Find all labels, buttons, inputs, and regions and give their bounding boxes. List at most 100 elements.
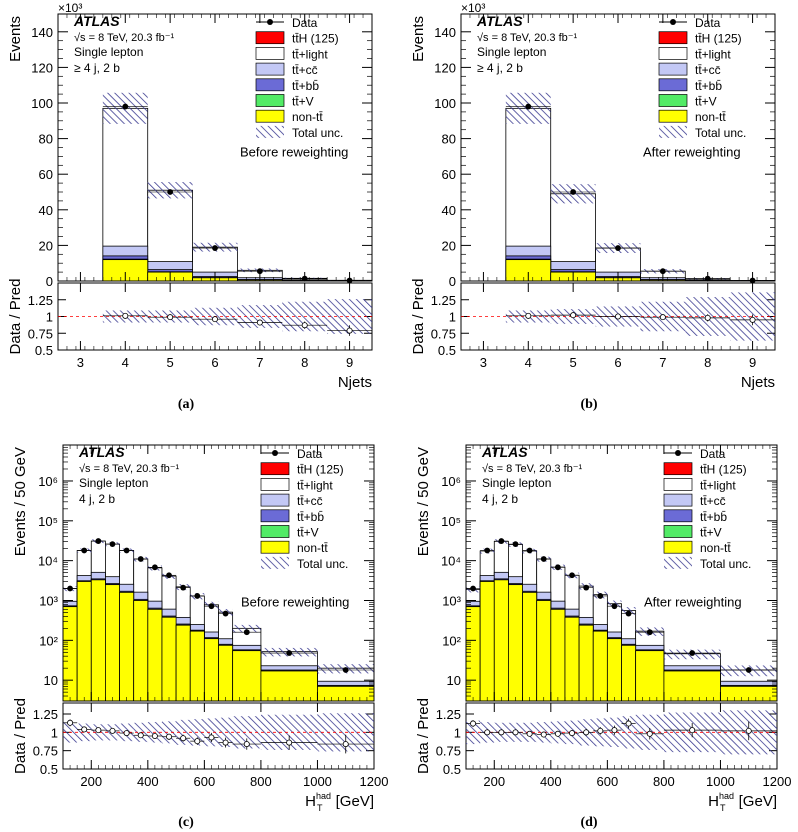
ratio-point (646, 730, 653, 737)
y-tick-label: 10⁴ (441, 554, 461, 569)
data-point (583, 584, 590, 591)
ratio-point (597, 727, 604, 734)
ratio-point (470, 720, 477, 727)
y-multiplier: ×10³ (58, 1, 82, 15)
x-tick-label: 200 (483, 774, 505, 789)
x-axis-title: Hhad T [GeV] (305, 791, 374, 813)
x-axis-title: Njets (741, 374, 775, 391)
data-point (122, 103, 129, 110)
x-tick-label: 1000 (706, 774, 735, 789)
data-point (243, 629, 250, 636)
x-tick-label: 7 (659, 355, 666, 370)
data-point (525, 103, 532, 110)
y-tick-label: 10² (442, 633, 461, 648)
panel-caption: (d) (580, 815, 597, 830)
energy-label: √s = 8 TeV, 20.3 fb⁻¹ (482, 463, 583, 475)
legend-data-marker (272, 450, 278, 456)
channel-label: Single lepton (79, 476, 148, 490)
ratio-point (211, 316, 218, 323)
chart-panel-4: 10 10² 10³ 10⁴ 10⁵ 10⁶ 200 400 600 800 1000 1200 Eve… (415, 444, 791, 830)
legend-swatch-bb (663, 509, 693, 523)
y-tick-label: 10⁵ (441, 514, 461, 529)
xlabel-main: H (305, 793, 316, 810)
data-point (540, 556, 547, 562)
data-point (342, 667, 349, 673)
legend-label-data: Data (695, 16, 721, 30)
stack-nontt-bar (606, 638, 622, 702)
y-tick-label: 40 (39, 203, 53, 218)
y-multiplier: ×10³ (461, 1, 485, 15)
ratio-point (109, 727, 116, 734)
legend-label-nontt: non-tt̄ (292, 110, 323, 124)
stack-nontt-bar (663, 670, 721, 702)
data-point (526, 547, 533, 554)
stack-nontt-bar (232, 650, 262, 702)
legend-swatch-unc (256, 125, 284, 138)
y-tick-label: 20 (442, 238, 456, 253)
data-point (554, 564, 561, 571)
x-tick-label: 8 (704, 355, 711, 370)
ratio-point (286, 739, 293, 746)
stack-nontt-bar (493, 579, 509, 702)
ratio-y-tick-label: 0.75 (33, 744, 58, 759)
y-tick-label: 10⁴ (38, 554, 58, 569)
legend-label-bb: tt̄+bb̄ (292, 79, 319, 93)
x-tick-label: 4 (525, 355, 532, 370)
stack-nontt-bar (218, 644, 234, 702)
energy-label: √s = 8 TeV, 20.3 fb⁻¹ (74, 32, 175, 44)
ratio-point (95, 727, 102, 734)
x-tick-label: 400 (137, 774, 159, 789)
legend-label-cc: tt̄+cc̄ (297, 494, 323, 508)
stack-nontt-bar (161, 616, 177, 702)
data-point (286, 650, 293, 656)
ratio-axis-title: Data / Pred (410, 279, 427, 355)
legend-label-light: tt̄+light (297, 478, 333, 492)
ratio-y-tick-label: 1.25 (28, 293, 53, 308)
stack-nontt-bar (203, 638, 219, 702)
y-tick-label: 40 (442, 203, 456, 218)
x-tick-label: 1000 (303, 774, 332, 789)
legend-label-unc: Total unc. (297, 557, 348, 571)
data-point (109, 541, 116, 548)
y-axis-title: Events (410, 16, 427, 62)
legend-swatch-light (663, 478, 693, 491)
ratio-point (498, 729, 505, 736)
y-axis-title: Events / 50 GeV (12, 447, 29, 556)
y-tick-label: 20 (39, 238, 53, 253)
y-tick-label: 10 (447, 673, 461, 688)
x-tick-label: 400 (540, 774, 562, 789)
ratio-point (749, 316, 756, 323)
data-point (611, 603, 618, 610)
y-tick-label: 140 (434, 25, 456, 40)
region-label: ≥ 4 j, 2 b (74, 61, 120, 75)
ratio-point (554, 730, 561, 737)
legend-label-tth: tt̄H (125) (292, 32, 339, 46)
stack-nontt-bar (508, 584, 523, 702)
panel-caption: (b) (580, 397, 597, 412)
legend-swatch-light (255, 47, 285, 60)
ratio-point (151, 732, 158, 739)
ratio-point (122, 312, 129, 319)
data-point (512, 541, 519, 548)
stack-nontt-bar (465, 606, 481, 702)
legend-swatch-tth (260, 462, 290, 476)
legend-label-unc: Total unc. (695, 126, 746, 140)
xlabel-sup: had (719, 791, 734, 801)
y-tick-label: 10³ (442, 593, 461, 608)
y-tick-label: 0 (449, 274, 456, 289)
data-point (689, 650, 696, 656)
data-point (180, 584, 187, 591)
ratio-y-tick-label: 0.5 (443, 762, 461, 777)
data-point (498, 538, 505, 544)
ratio-point (194, 738, 201, 745)
stack-nontt-bar (536, 600, 552, 702)
ratio-point (569, 730, 576, 737)
data-point (81, 547, 88, 554)
legend-swatch-nontt (260, 540, 290, 554)
legend-label-data: Data (297, 447, 323, 461)
ratio-y-tick-label: 0.5 (438, 343, 456, 358)
ratio-point (166, 733, 173, 740)
ratio-point (301, 322, 308, 329)
stack-nontt-bar (260, 670, 318, 702)
